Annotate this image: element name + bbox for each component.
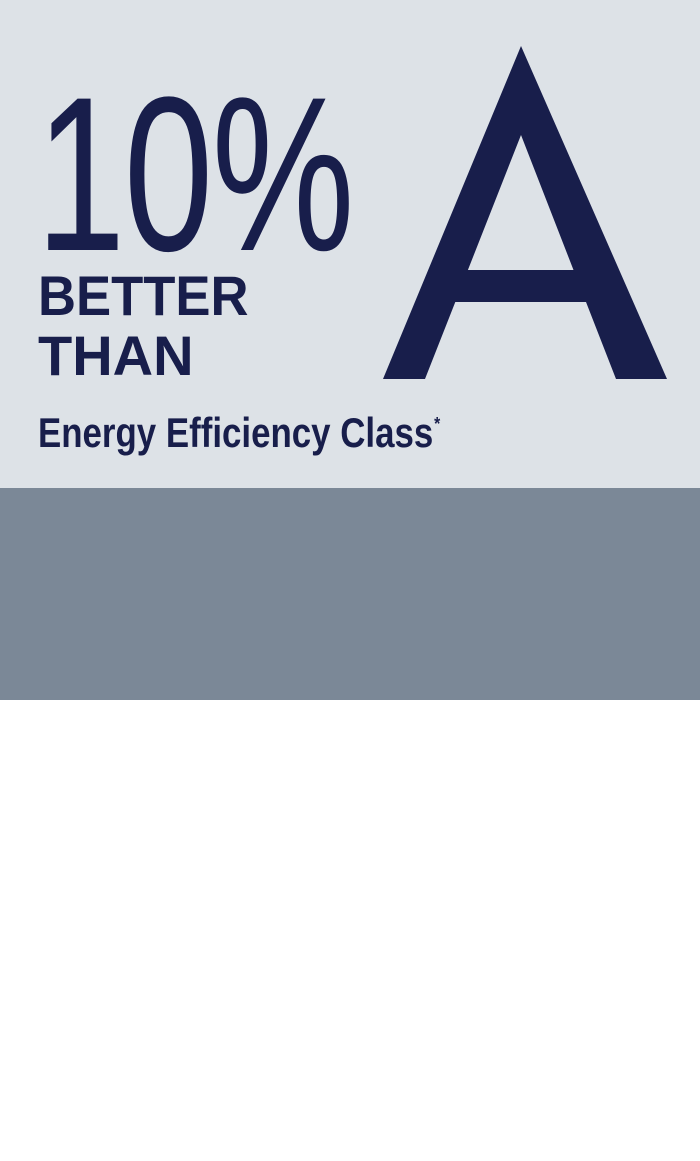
banner-footnote: *Calculation based on the declared Energ… [38, 1120, 497, 1161]
banner-body-line1: This model is 10% better than the highes… [38, 1051, 577, 1081]
footnote-marker: * [38, 1122, 41, 1131]
letter-a-graphic [383, 46, 667, 379]
banner-body-footnote-marker: * [437, 1087, 442, 1101]
banner-body: This model is 10% better than the highes… [38, 1051, 576, 1118]
banner-body-line2: to obtain the top energy rating A Class [38, 1087, 438, 1117]
hero-section: 10% BETTER THAN Energy Efficiency Class* [0, 0, 700, 488]
energy-class-subtitle: Energy Efficiency Class* [38, 404, 441, 456]
footnote-text-part1: Calculation based on the declared Energy… [40, 1123, 352, 1139]
banner-section: Energy efficient This model is 10% bette… [0, 488, 700, 1160]
letter-a-path [383, 46, 667, 379]
headline-line-than: THAN [38, 324, 194, 387]
headline-line-better: BETTER [38, 264, 249, 327]
subtitle-text: Energy Efficiency Class [38, 409, 434, 456]
banner-heading: Energy efficient [38, 1004, 340, 1046]
subtitle-footnote-marker: * [434, 414, 441, 435]
percent-headline: 10% [36, 51, 355, 297]
promo-graphic: 10% BETTER THAN Energy Efficiency Class*… [0, 0, 700, 700]
